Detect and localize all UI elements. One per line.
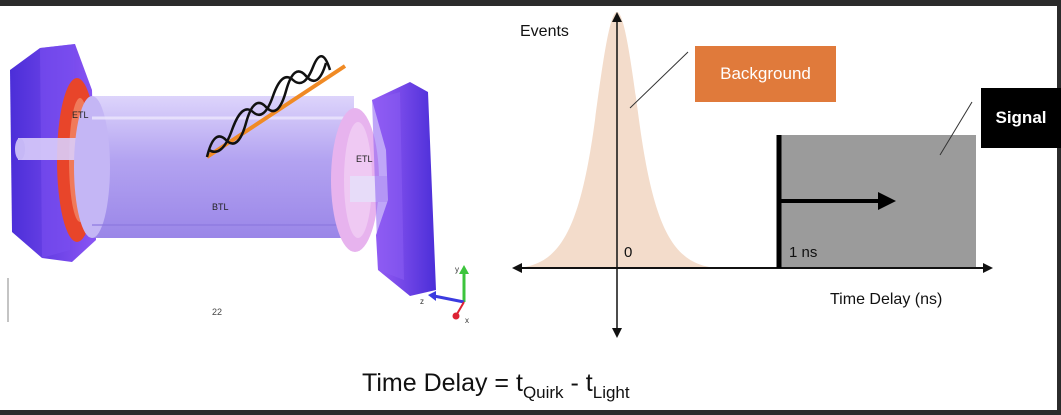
svg-text:x: x [465, 316, 469, 325]
etl-left-label: ETL [72, 110, 89, 120]
page-number: 22 [212, 307, 222, 317]
helix-track [205, 62, 328, 158]
y-axis-label: Events [520, 23, 569, 40]
x-axis-label: Time Delay (ns) [830, 291, 942, 308]
timing-plot: Events 0 1 ns Time Delay (ns) [512, 12, 993, 338]
background-callout-line [629, 51, 689, 109]
etl-right-label: ETL [356, 154, 373, 164]
svg-text:z: z [420, 297, 424, 306]
formula-mid: - t [563, 369, 593, 397]
formula-prefix: Time Delay = t [362, 369, 523, 397]
barrel [92, 96, 354, 238]
origin-label: 0 [624, 244, 632, 261]
formula-sub-quirk: Quirk [522, 383, 564, 402]
formula-sub-light: Light [592, 383, 630, 402]
axis-triad: y z x [420, 265, 469, 325]
btl-label: BTL [212, 202, 229, 212]
background-label: Background [720, 64, 811, 83]
signal-label-box: Signal [981, 88, 1061, 148]
signal-label: Signal [995, 108, 1047, 127]
signal-callout-line [939, 101, 973, 156]
bottom-border [0, 410, 1061, 415]
time-delay-formula: Time Delay = tQuirk - tLight [362, 369, 630, 403]
top-border [0, 0, 1061, 6]
right-border [1057, 0, 1061, 415]
svg-text:y: y [455, 265, 459, 274]
threshold-label: 1 ns [789, 244, 817, 261]
background-label-box: Background [695, 46, 836, 102]
detector-illustration: ETL ETL BTL 22 y z x [7, 44, 469, 325]
